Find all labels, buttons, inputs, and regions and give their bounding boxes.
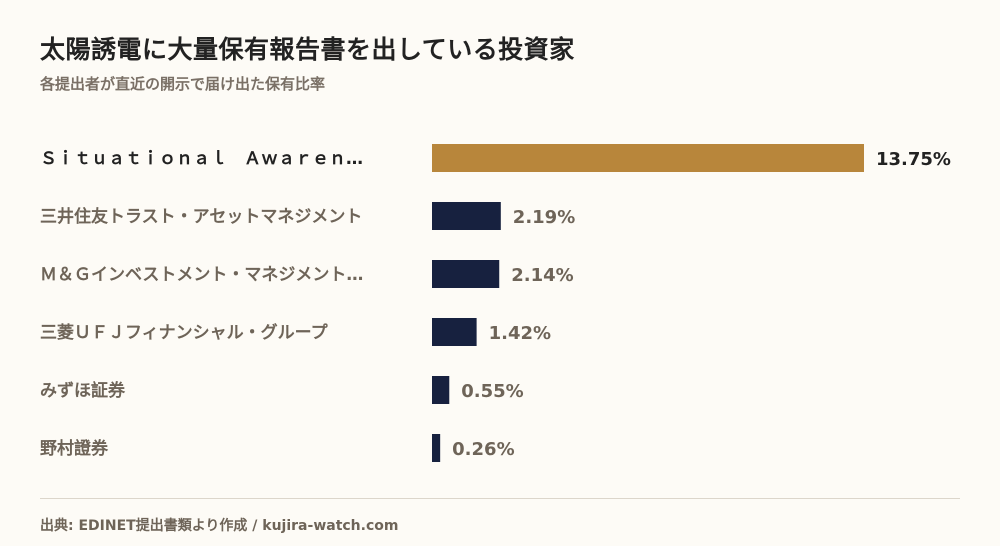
bar [432,318,477,346]
bar [432,260,500,288]
bar-chart: Ｓｉｔｕａｔｉｏｎａｌ Ａｗａｒｅｎ… 13.75% 三井住友トラスト・アセットマネ… [40,144,951,462]
category-label: みずほ証券 [40,380,126,401]
bar [432,202,501,230]
bar [432,376,450,404]
category-label: 野村證券 [40,438,109,459]
value-label: 1.42% [489,323,551,344]
chart-title: 太陽誘電に大量保有報告書を出している投資家 [40,35,575,64]
category-label: 三菱ＵＦＪフィナンシャル・グループ [40,322,329,343]
value-label: 0.55% [461,381,523,402]
source-note: 出典: EDINET提出書類より作成 / kujira-watch.com [40,518,399,534]
footer-divider [40,498,960,499]
category-label: 三井住友トラスト・アセットマネジメント [40,206,362,227]
bar [432,144,864,172]
category-label: Ｓｉｔｕａｔｉｏｎａｌ Ａｗａｒｅｎ… [40,149,363,169]
bar [432,434,441,462]
value-label: 2.19% [513,207,575,228]
chart-subtitle: 各提出者が直近の開示で届け出た保有比率 [40,75,326,93]
value-label: 2.14% [511,265,573,286]
category-label: Ｍ＆Ｇインベストメント・マネジメント… [40,265,363,285]
value-label: 0.26% [452,439,514,460]
value-label: 13.75% [876,149,951,170]
